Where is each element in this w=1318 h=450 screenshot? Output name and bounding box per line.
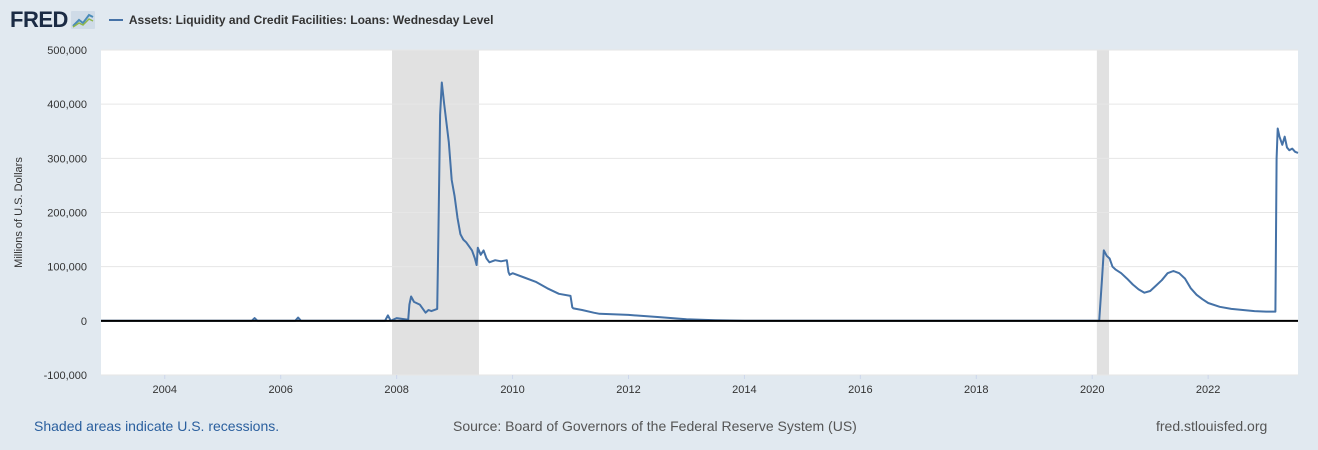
recession-note: Shaded areas indicate U.S. recessions. <box>34 418 280 434</box>
x-tick-label: 2018 <box>964 384 988 396</box>
x-tick-label: 2016 <box>848 384 872 396</box>
x-tick-label: 2020 <box>1080 384 1104 396</box>
site-link[interactable]: fred.stlouisfed.org <box>1156 418 1268 434</box>
y-tick-label: 0 <box>81 316 87 328</box>
chart-header: FRED Assets: Liquidity and Credit Facili… <box>10 6 493 34</box>
chart-legend[interactable]: Assets: Liquidity and Credit Facilities:… <box>108 13 494 27</box>
x-tick-label: 2022 <box>1196 384 1220 396</box>
y-tick-label: 300,000 <box>47 153 87 165</box>
legend-series-label: Assets: Liquidity and Credit Facilities:… <box>128 13 494 27</box>
x-tick-label: 2010 <box>500 384 524 396</box>
fred-logo-text: FRED <box>10 7 68 32</box>
x-tick-label: 2012 <box>616 384 640 396</box>
source-note: Source: Board of Governors of the Federa… <box>453 418 857 434</box>
y-tick-label: 500,000 <box>47 45 87 57</box>
x-tick-label: 2014 <box>732 384 756 396</box>
x-tick-label: 2008 <box>384 384 408 396</box>
y-tick-label: 100,000 <box>47 262 87 274</box>
fred-logo[interactable]: FRED <box>10 7 95 33</box>
y-tick-label: 200,000 <box>47 208 87 220</box>
x-tick-label: 2004 <box>153 384 177 396</box>
x-tick-label: 2006 <box>268 384 292 396</box>
y-axis-label: Millions of U.S. Dollars <box>13 157 25 268</box>
y-tick-label: -100,000 <box>44 370 87 382</box>
y-tick-label: 400,000 <box>47 99 87 111</box>
legend-swatch <box>108 19 123 21</box>
series-line-0[interactable] <box>101 81 1299 322</box>
line-chart[interactable]: 500,000 400,000 300,000 200,000 100,000 0 -100… <box>0 0 1318 410</box>
line-chart-icon <box>70 11 95 29</box>
